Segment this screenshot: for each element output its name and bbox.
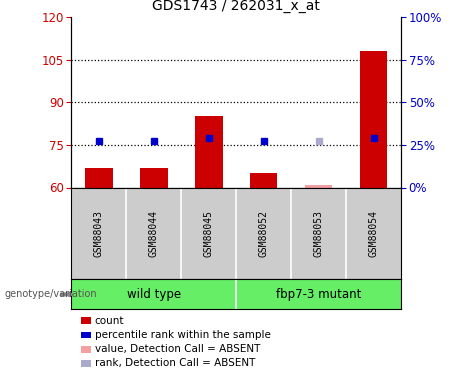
Bar: [360, 51, 387, 188]
Title: GDS1743 / 262031_x_at: GDS1743 / 262031_x_at: [152, 0, 320, 13]
Bar: [250, 173, 278, 188]
Text: count: count: [95, 316, 124, 326]
Text: GSM88045: GSM88045: [204, 210, 214, 257]
Text: value, Detection Call = ABSENT: value, Detection Call = ABSENT: [95, 344, 260, 354]
Text: GSM88052: GSM88052: [259, 210, 269, 257]
Text: rank, Detection Call = ABSENT: rank, Detection Call = ABSENT: [95, 358, 255, 368]
Bar: [195, 116, 223, 188]
Text: GSM88053: GSM88053: [313, 210, 324, 257]
Text: wild type: wild type: [127, 288, 181, 301]
Text: GSM88044: GSM88044: [149, 210, 159, 257]
Bar: [305, 184, 332, 188]
Text: percentile rank within the sample: percentile rank within the sample: [95, 330, 271, 340]
Text: fbp7-3 mutant: fbp7-3 mutant: [276, 288, 361, 301]
Bar: [140, 168, 168, 188]
Bar: [85, 168, 112, 188]
Text: GSM88043: GSM88043: [94, 210, 104, 257]
Text: GSM88054: GSM88054: [369, 210, 378, 257]
Text: genotype/variation: genotype/variation: [5, 290, 97, 299]
